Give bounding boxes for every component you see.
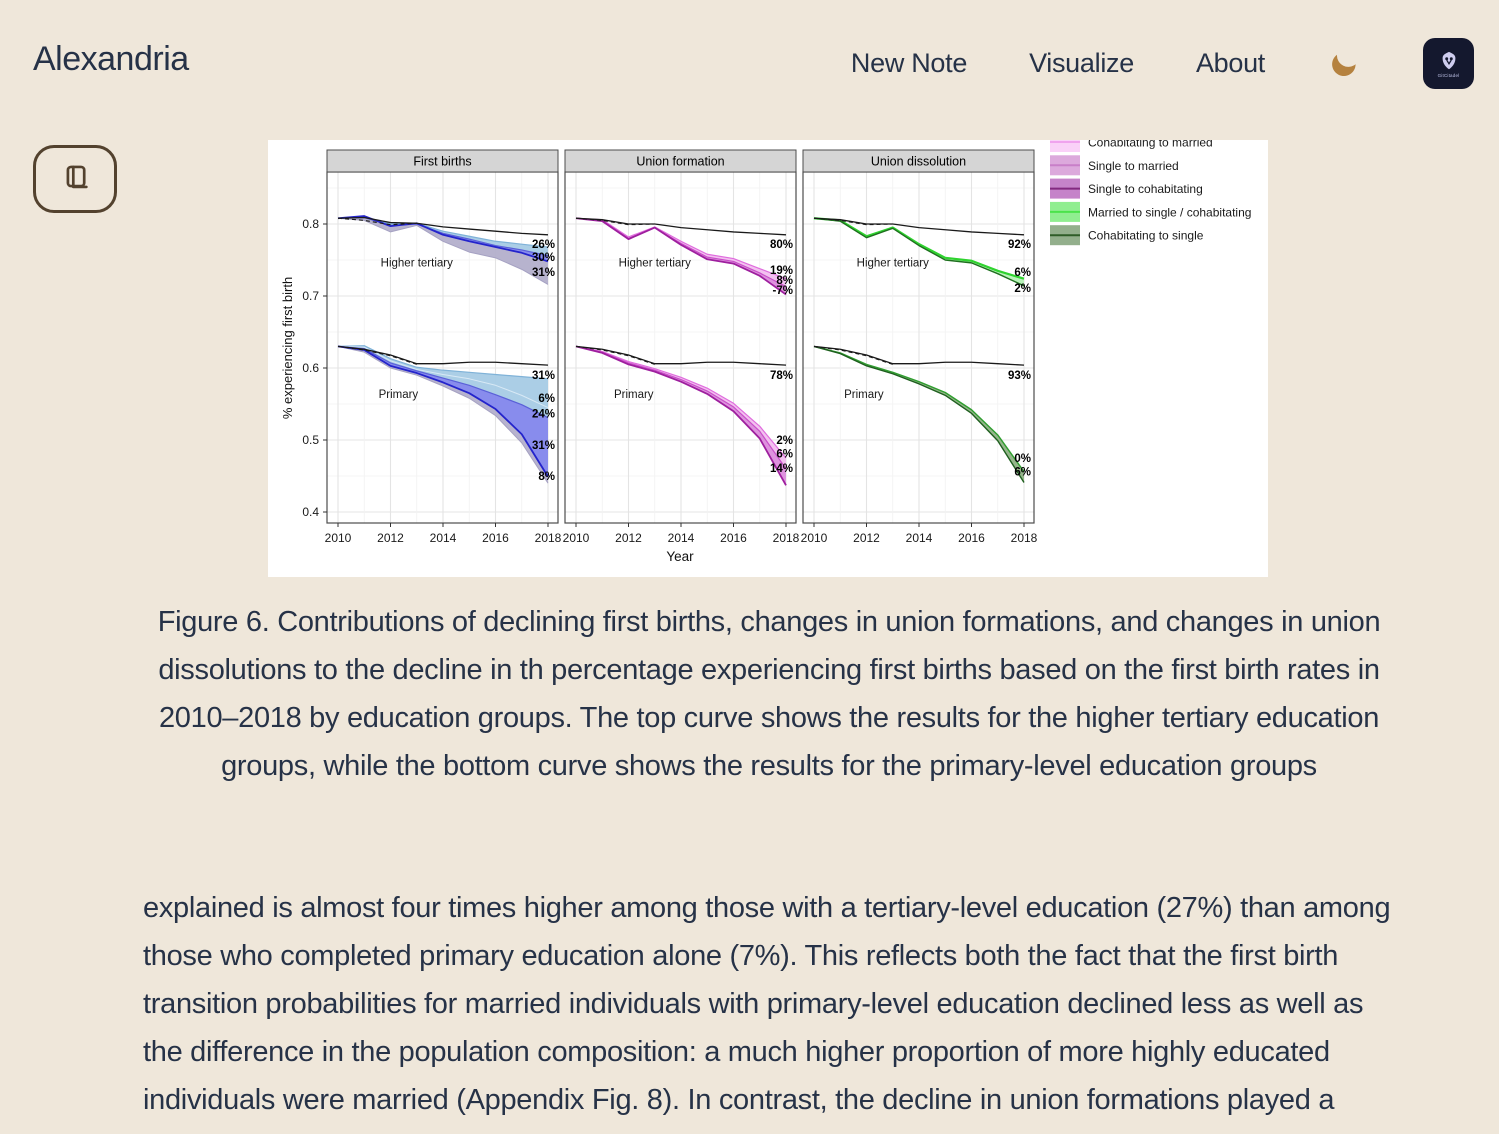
end-label: 92% (1008, 239, 1031, 251)
reader-view-button[interactable] (33, 145, 117, 213)
x-tick-label: 2018 (773, 531, 800, 545)
end-label: 24% (532, 408, 555, 420)
panel-union-formation: Higher tertiary 80% 19%8%-7% Primary 78% 2% 6%… (563, 149, 800, 545)
figure6-image: Higher tertiary 26% 30% 31% Primary 31% 6% 24% 3… (268, 132, 1268, 577)
panel-title: Union formation (636, 155, 724, 169)
group-label: Primary (379, 389, 419, 401)
end-label: 80% (770, 239, 793, 251)
group-label: Primary (844, 389, 884, 401)
nav-new-note[interactable]: New Note (850, 48, 968, 78)
y-axis-label: % experiencing first birth (280, 277, 295, 419)
y-tick-label: 0.5 (302, 433, 319, 447)
y-tick-label: 0.4 (302, 505, 319, 519)
legend-label: Cohabitating to married (1088, 140, 1213, 150)
x-axis-label: Year (666, 549, 694, 564)
x-tick-label: 2010 (325, 531, 352, 545)
x-tick-label: 2016 (482, 531, 509, 545)
legend-label: Single to married (1088, 159, 1179, 173)
end-label: 30% (532, 252, 555, 264)
panel-title: Union dissolution (871, 155, 966, 169)
x-tick-label: 2014 (906, 531, 933, 545)
panel-title: First births (413, 155, 471, 169)
end-label: 8% (776, 275, 793, 287)
app-brand: Alexandria (33, 40, 189, 78)
dark-mode-toggle[interactable] (1327, 47, 1361, 81)
panel-union-dissolution: Higher tertiary 92% 6% 2% Primary 93% 0% 6% Unio… (801, 149, 1038, 545)
x-tick-label: 2016 (720, 531, 747, 545)
shield-logo-icon (1442, 51, 1455, 69)
end-label: 6% (776, 449, 793, 461)
end-label: 14% (770, 463, 793, 475)
group-label: Higher tertiary (619, 257, 691, 269)
end-label: 31% (532, 440, 555, 452)
group-label: Primary (614, 389, 654, 401)
end-label: 6% (538, 393, 555, 405)
y-tick-label: 0.8 (302, 217, 319, 231)
article-paragraph: explained is almost four times higher am… (143, 884, 1395, 1134)
x-tick-label: 2010 (563, 531, 590, 545)
x-tick-label: 2018 (1011, 531, 1038, 545)
end-label: 6% (1014, 267, 1031, 279)
y-tick-label: 0.6 (302, 361, 319, 375)
end-label: 6% (1014, 467, 1031, 479)
nav-about[interactable]: About (1195, 48, 1265, 78)
x-tick-label: 2014 (430, 531, 457, 545)
moon-icon (1332, 54, 1356, 76)
x-tick-label: 2014 (668, 531, 695, 545)
legend-label: Single to cohabitating (1088, 182, 1203, 196)
legend-label: Married to single / cohabitating (1088, 205, 1251, 219)
end-label: -7% (773, 285, 793, 297)
book-icon (66, 165, 88, 189)
x-tick-label: 2010 (801, 531, 828, 545)
figure6-chart: Higher tertiary 26%30% 31% Primary 31% 6% 24% 3… (280, 132, 1251, 564)
end-label: 8% (538, 471, 555, 483)
y-tick-label: 0.7 (302, 289, 319, 303)
gitcitadel-logo[interactable]: GitCitadel (1423, 38, 1474, 89)
nav-visualize[interactable]: Visualize (1029, 48, 1134, 78)
clipped-line: contrast, the decline in union formation… (143, 1084, 1335, 1134)
end-label: 2% (776, 435, 793, 447)
figure6-caption: Figure 6. Contributions of declining fir… (157, 606, 1381, 782)
panel-first-births: Higher tertiary 26%30% 31% Primary 31% 6% 24% 3… (325, 149, 562, 545)
end-label: 78% (770, 370, 793, 382)
end-label: 31% (532, 267, 555, 279)
legend-label: Cohabitating to single (1088, 229, 1204, 243)
legend: Cohabitating to married Single to married… (1050, 132, 1251, 246)
x-tick-label: 2012 (377, 531, 404, 545)
x-tick-label: 2018 (535, 531, 562, 545)
end-label: 19% (770, 265, 793, 277)
x-tick-label: 2012 (853, 531, 880, 545)
end-label: 26% (532, 239, 555, 251)
paragraph-text: explained is almost four times higher am… (143, 892, 1391, 1116)
x-tick-label: 2016 (958, 531, 985, 545)
end-label: 93% (1008, 370, 1031, 382)
end-label: 2% (1014, 283, 1031, 295)
top-nav: New Note Visualize About GitCitadel (851, 38, 1474, 89)
end-label: 31% (532, 370, 555, 382)
end-label: 0% (1014, 453, 1031, 465)
group-label: Higher tertiary (857, 257, 929, 269)
x-tick-label: 2012 (615, 531, 642, 545)
group-label: Higher tertiary (381, 257, 453, 269)
logo-text: GitCitadel (1437, 72, 1460, 78)
